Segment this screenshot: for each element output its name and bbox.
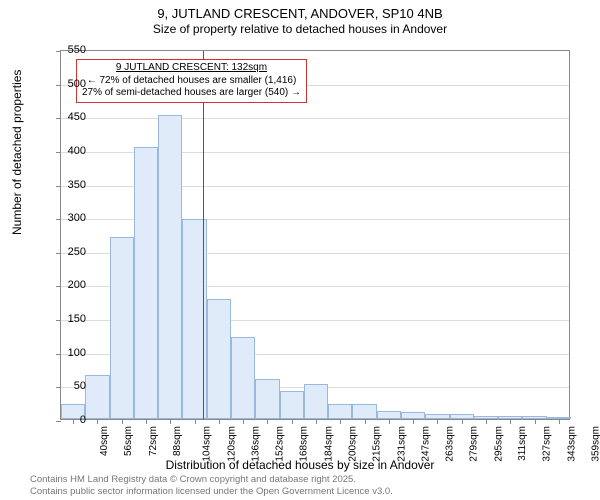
xtick-label: 231sqm bbox=[396, 426, 407, 462]
xtick-label: 200sqm bbox=[348, 426, 359, 462]
xtick-mark bbox=[146, 419, 147, 424]
ytick-label: 150 bbox=[46, 313, 86, 325]
histogram-bar bbox=[255, 379, 279, 419]
xtick-mark bbox=[219, 419, 220, 424]
plot-area: 9 JUTLAND CRESCENT: 132sqm← 72% of detac… bbox=[60, 50, 570, 420]
attribution-text: Contains HM Land Registry data © Crown c… bbox=[30, 474, 393, 498]
xtick-label: 136sqm bbox=[250, 426, 261, 462]
xtick-mark bbox=[486, 419, 487, 424]
ytick-label: 0 bbox=[46, 414, 86, 426]
histogram-bar bbox=[328, 404, 352, 419]
annotation-line: ← 72% of detached houses are smaller (1,… bbox=[82, 75, 301, 88]
xtick-mark bbox=[510, 419, 511, 424]
xtick-label: 168sqm bbox=[299, 426, 310, 462]
xtick-label: 327sqm bbox=[542, 426, 553, 462]
xtick-mark bbox=[170, 419, 171, 424]
histogram-bar bbox=[158, 115, 182, 419]
xtick-mark bbox=[243, 419, 244, 424]
xtick-label: 104sqm bbox=[202, 426, 213, 462]
xtick-mark bbox=[462, 419, 463, 424]
ytick-label: 550 bbox=[46, 44, 86, 56]
xtick-mark bbox=[437, 419, 438, 424]
xtick-label: 359sqm bbox=[590, 426, 600, 462]
histogram-bar bbox=[280, 391, 304, 419]
xtick-mark bbox=[559, 419, 560, 424]
ytick-label: 100 bbox=[46, 347, 86, 359]
ytick-label: 50 bbox=[46, 380, 86, 392]
xtick-mark bbox=[535, 419, 536, 424]
ytick-label: 200 bbox=[46, 279, 86, 291]
xtick-mark bbox=[365, 419, 366, 424]
histogram-bar bbox=[304, 384, 328, 419]
annotation-box: 9 JUTLAND CRESCENT: 132sqm← 72% of detac… bbox=[76, 59, 307, 103]
ytick-label: 350 bbox=[46, 179, 86, 191]
xtick-mark bbox=[389, 419, 390, 424]
xtick-label: 184sqm bbox=[323, 426, 334, 462]
xtick-mark bbox=[316, 419, 317, 424]
xtick-label: 263sqm bbox=[445, 426, 456, 462]
ytick-label: 450 bbox=[46, 111, 86, 123]
ytick-label: 500 bbox=[46, 78, 86, 90]
histogram-bar bbox=[231, 337, 255, 419]
histogram-bar bbox=[110, 237, 134, 419]
xtick-label: 56sqm bbox=[123, 426, 134, 456]
xtick-label: 279sqm bbox=[469, 426, 480, 462]
chart-title: 9, JUTLAND CRESCENT, ANDOVER, SP10 4NB bbox=[0, 0, 600, 21]
attribution-line1: Contains HM Land Registry data © Crown c… bbox=[30, 474, 393, 486]
attribution-line2: Contains public sector information licen… bbox=[30, 486, 393, 498]
annotation-line: 27% of semi-detached houses are larger (… bbox=[82, 87, 301, 100]
histogram-bar bbox=[377, 411, 401, 419]
histogram-bar bbox=[134, 147, 158, 419]
xtick-mark bbox=[413, 419, 414, 424]
histogram-bar bbox=[207, 299, 231, 419]
xtick-mark bbox=[340, 419, 341, 424]
xtick-mark bbox=[97, 419, 98, 424]
ytick-label: 400 bbox=[46, 145, 86, 157]
ytick-label: 250 bbox=[46, 246, 86, 258]
xtick-label: 343sqm bbox=[566, 426, 577, 462]
xtick-label: 152sqm bbox=[275, 426, 286, 462]
histogram-bar bbox=[85, 375, 109, 419]
xtick-label: 120sqm bbox=[226, 426, 237, 462]
xtick-mark bbox=[292, 419, 293, 424]
xtick-mark bbox=[122, 419, 123, 424]
xtick-label: 295sqm bbox=[493, 426, 504, 462]
xtick-label: 247sqm bbox=[420, 426, 431, 462]
histogram-bar bbox=[401, 412, 425, 419]
chart-subtitle: Size of property relative to detached ho… bbox=[0, 21, 600, 36]
reference-line bbox=[203, 51, 204, 419]
y-axis-label: Number of detached properties bbox=[10, 70, 24, 235]
histogram-bar bbox=[352, 404, 376, 419]
xtick-label: 215sqm bbox=[372, 426, 383, 462]
annotation-line: 9 JUTLAND CRESCENT: 132sqm bbox=[82, 62, 301, 75]
gridline bbox=[61, 118, 569, 119]
ytick-label: 300 bbox=[46, 212, 86, 224]
xtick-label: 40sqm bbox=[99, 426, 110, 456]
xtick-label: 88sqm bbox=[172, 426, 183, 456]
xtick-mark bbox=[267, 419, 268, 424]
xtick-label: 72sqm bbox=[148, 426, 159, 456]
xtick-mark bbox=[195, 419, 196, 424]
xtick-label: 311sqm bbox=[517, 426, 528, 461]
